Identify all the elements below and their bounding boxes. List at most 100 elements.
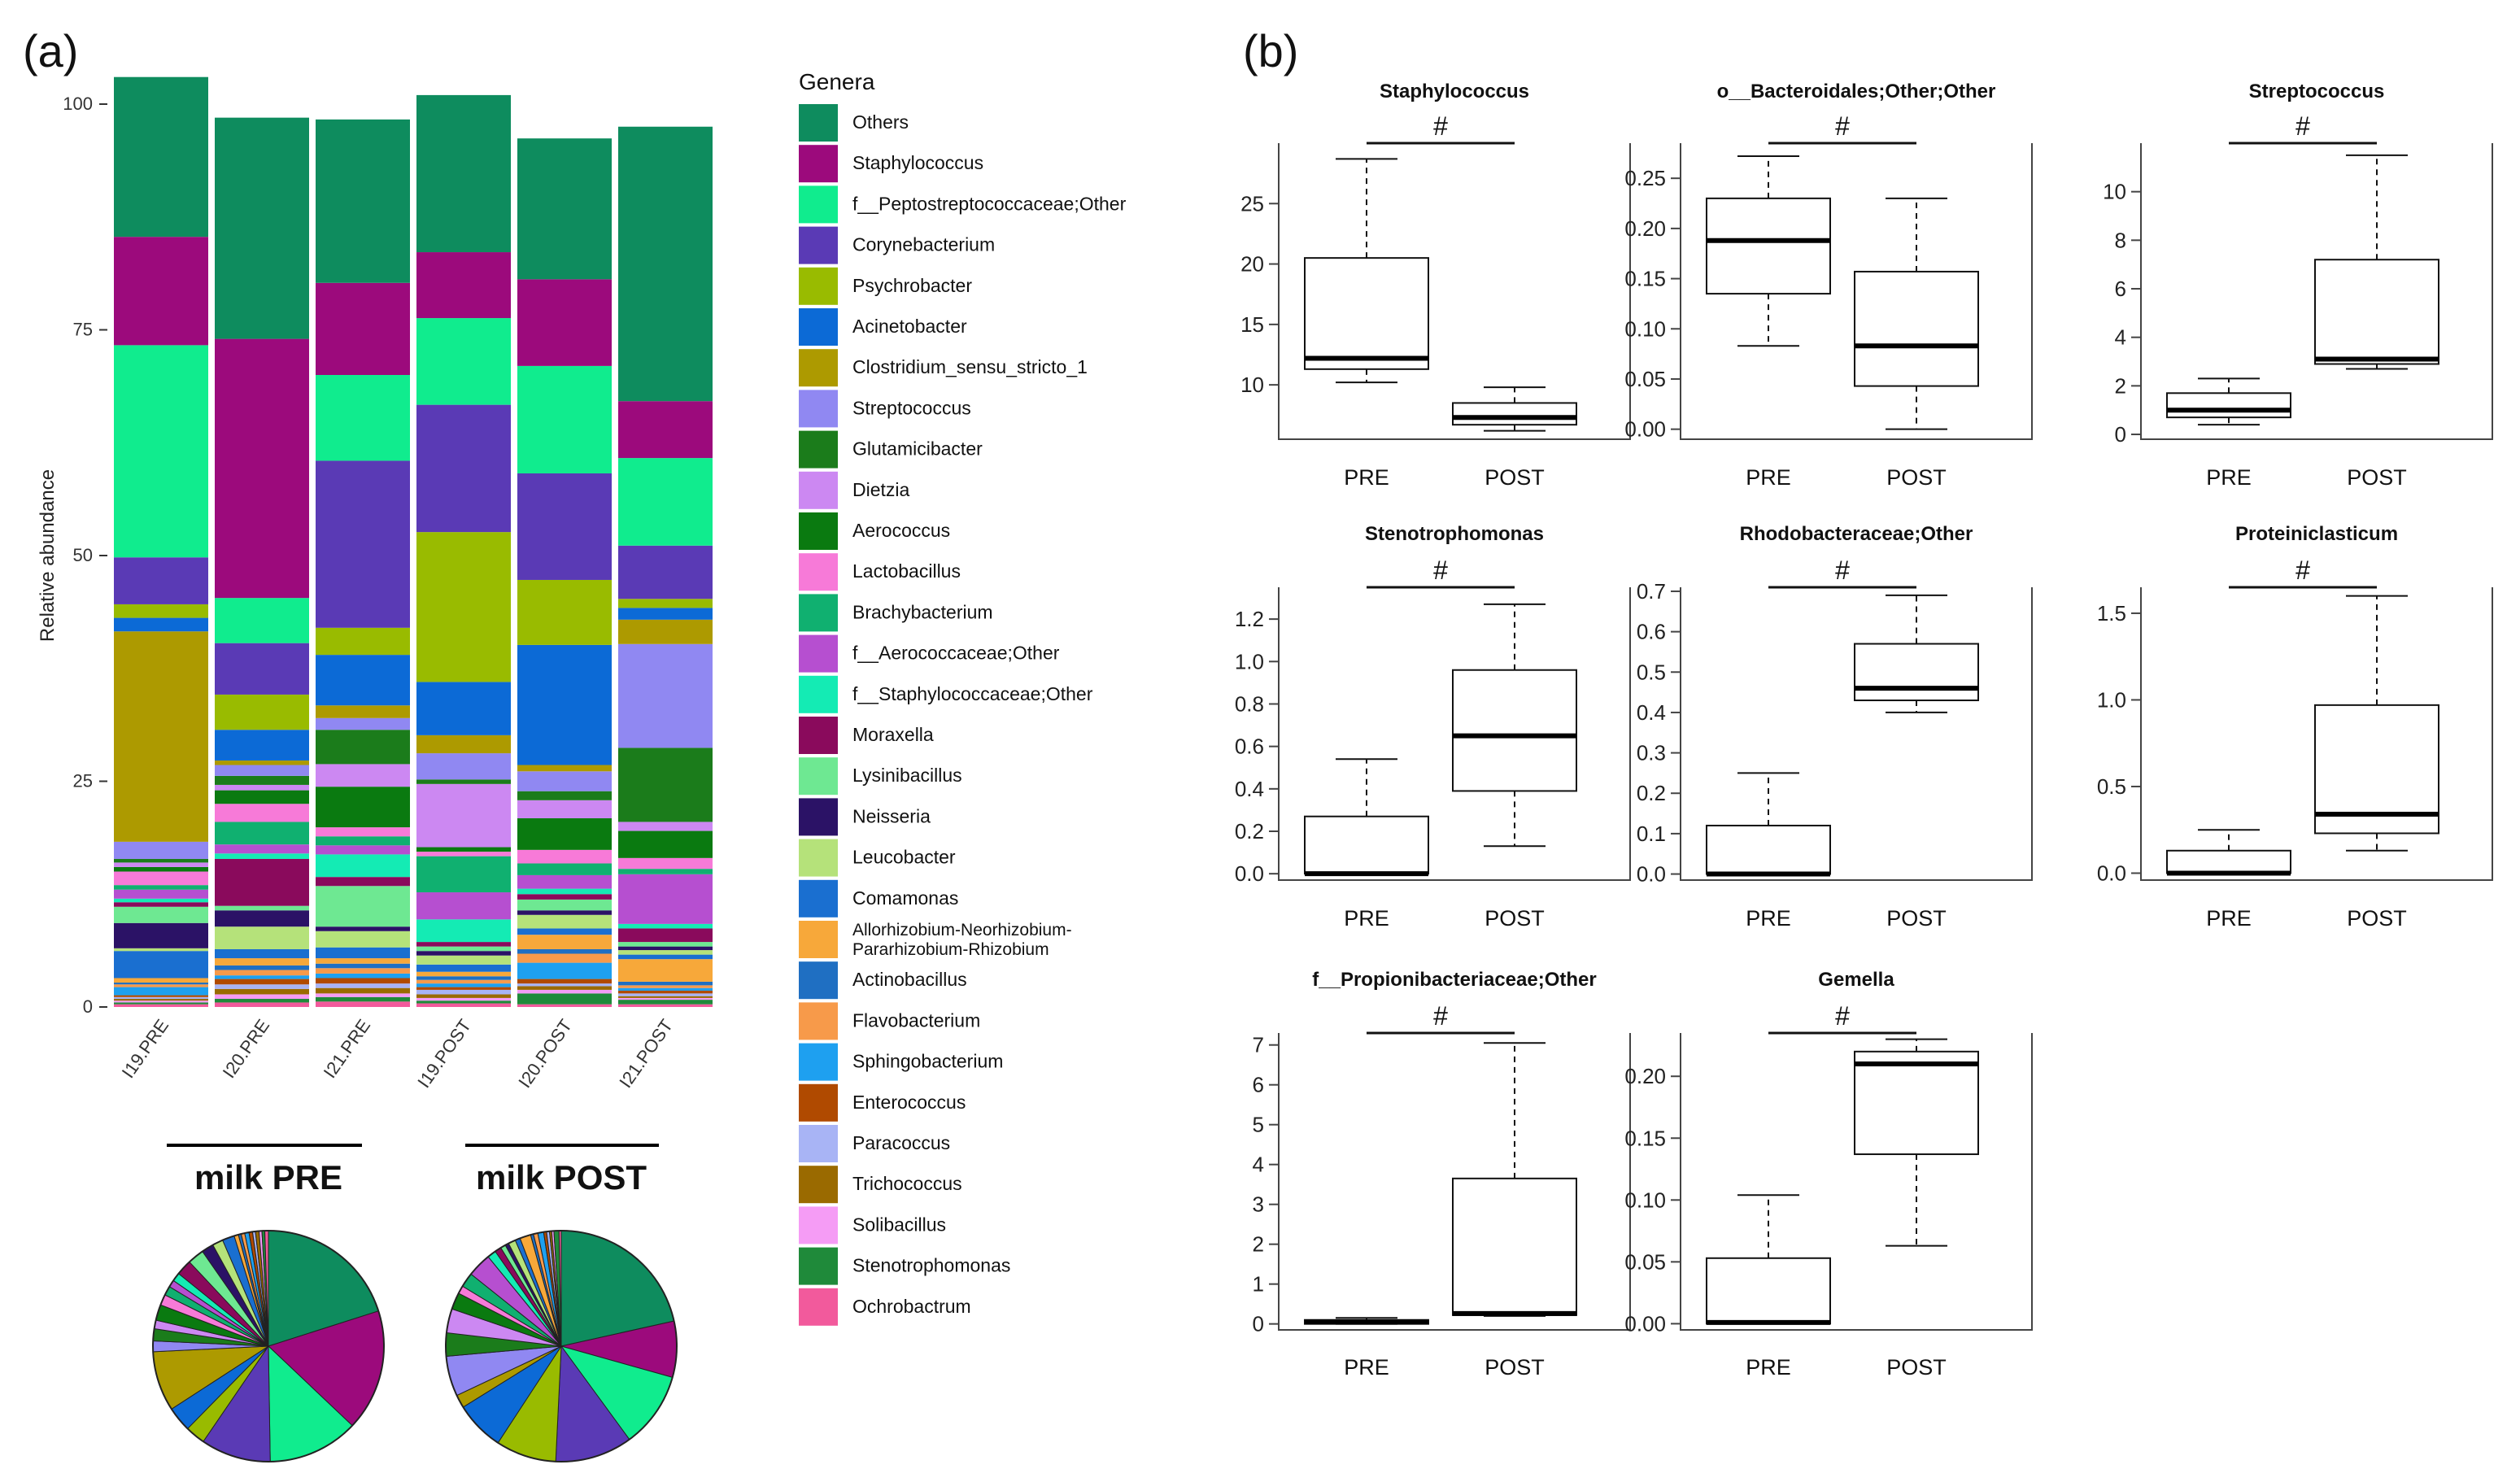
legend-swatch bbox=[799, 1206, 838, 1244]
bar-segment bbox=[316, 705, 410, 718]
boxplot-x-tick-label: PRE bbox=[2206, 465, 2252, 490]
boxplot-title: Staphylococcus bbox=[1380, 81, 1529, 102]
legend-label: Streptococcus bbox=[852, 397, 971, 418]
bar-segment bbox=[618, 401, 713, 459]
boxplot-x-tick-label: POST bbox=[1485, 1355, 1545, 1380]
group-labels: milk PRE milk POST bbox=[167, 1144, 659, 1196]
boxplot-x-tick-label: POST bbox=[1485, 906, 1545, 931]
bar-segment bbox=[618, 942, 713, 947]
bar-segment bbox=[215, 844, 309, 854]
boxplot-y-tick-label: 10 bbox=[1240, 373, 1264, 397]
bar-segment bbox=[114, 922, 208, 948]
bar-segment bbox=[316, 958, 410, 964]
bar-segment bbox=[416, 852, 511, 857]
bar-segment bbox=[517, 962, 612, 979]
bar-segment bbox=[416, 979, 511, 984]
boxplot-y-tick-label: 0.3 bbox=[1637, 741, 1666, 765]
bar-segment bbox=[517, 989, 612, 994]
bar-segment bbox=[114, 1002, 208, 1005]
group-label: milk POST bbox=[476, 1158, 647, 1196]
boxplot-title: Stenotrophomonas bbox=[1365, 523, 1544, 545]
boxplot-y-tick-label: 0.15 bbox=[1624, 1126, 1666, 1150]
bar-segment bbox=[215, 984, 309, 989]
bar-segment bbox=[517, 983, 612, 987]
box bbox=[1452, 669, 1577, 792]
bar-segment bbox=[618, 923, 713, 929]
bar-segment bbox=[114, 995, 208, 997]
bar-segment bbox=[215, 958, 309, 965]
legend-swatch bbox=[799, 717, 838, 754]
bar-segment bbox=[416, 779, 511, 784]
significance-label: # bbox=[1835, 556, 1850, 585]
legend-label: f__Staphylococcaceae;Other bbox=[852, 683, 1093, 704]
bar-segment bbox=[114, 862, 208, 867]
bar-segment bbox=[215, 979, 309, 985]
bar-segment bbox=[416, 404, 511, 533]
boxplot-title: Proteiniclasticum bbox=[2235, 523, 2398, 545]
bar-segment bbox=[316, 963, 410, 969]
bar-segment bbox=[114, 76, 208, 238]
legend-label: Flavobacterium bbox=[852, 1009, 980, 1031]
boxplot-panel: f__Propionibacteriaceae;Other #0 1 2 3 4 5 6 7 PR… bbox=[1253, 969, 1631, 1380]
bar-segment bbox=[215, 643, 309, 695]
bar-segment bbox=[618, 987, 713, 992]
bar-segment bbox=[316, 627, 410, 656]
bar-segment bbox=[517, 993, 612, 1005]
boxplot-y-tick-label: 20 bbox=[1240, 252, 1264, 277]
bar-segment bbox=[215, 970, 309, 976]
bar-segment bbox=[416, 994, 511, 998]
legend-label: Acinetobacter bbox=[852, 316, 967, 337]
bar-segment bbox=[416, 919, 511, 943]
boxplot-title: Gemella bbox=[1818, 969, 1894, 991]
bar-segment bbox=[114, 871, 208, 886]
legend-swatch bbox=[799, 226, 838, 264]
box bbox=[2166, 849, 2291, 874]
bar-segment bbox=[618, 950, 713, 955]
bar-x-tick-label: I20.PRE bbox=[219, 1016, 273, 1082]
bar-segment bbox=[316, 886, 410, 927]
bar-segment bbox=[517, 800, 612, 819]
panel-label-b: (b) bbox=[1243, 25, 1299, 76]
legend-label: Leucobacter bbox=[852, 847, 956, 868]
bar-segment bbox=[618, 1004, 713, 1007]
bar-segment bbox=[517, 953, 612, 963]
boxplot-y-tick-label: 6 bbox=[2115, 277, 2126, 301]
legend-label: Glutamicibacter bbox=[852, 438, 983, 460]
legend-swatch bbox=[799, 430, 838, 469]
bar-y-tick-label: 0 bbox=[83, 996, 93, 1017]
boxplot-y-tick-label: 0.2 bbox=[1637, 781, 1666, 805]
bar-segment bbox=[215, 765, 309, 776]
significance-label: # bbox=[1433, 111, 1448, 141]
box bbox=[1452, 402, 1577, 426]
bar-y-tick-label: 50 bbox=[73, 545, 93, 565]
bar-segment bbox=[416, 976, 511, 980]
boxplot-y-tick-label: 0.5 bbox=[1637, 660, 1666, 684]
bar-segment bbox=[316, 119, 410, 283]
bar-segment bbox=[618, 458, 713, 546]
legend-label: f__Aerococcaceae;Other bbox=[852, 643, 1060, 664]
legend-label: Stenotrophomonas bbox=[852, 1255, 1010, 1276]
boxplot-y-tick-label: 0.8 bbox=[1235, 691, 1264, 716]
bar-segment bbox=[517, 888, 612, 895]
bar-segment bbox=[114, 617, 208, 632]
pie-charts bbox=[152, 1230, 678, 1462]
bar-segment bbox=[618, 997, 713, 1000]
bar-segment bbox=[416, 989, 511, 995]
bar-segment bbox=[517, 771, 612, 791]
bar-segment bbox=[517, 986, 612, 990]
bar-segment bbox=[316, 1001, 410, 1007]
bar-segment bbox=[618, 748, 713, 822]
boxplot-x-tick-label: PRE bbox=[1344, 465, 1389, 490]
bar-segment bbox=[517, 279, 612, 366]
legend-swatch bbox=[799, 879, 838, 918]
boxplot-x-tick-label: POST bbox=[1485, 465, 1545, 490]
bar-segment bbox=[114, 1000, 208, 1003]
legend-label: Lysinibacillus bbox=[852, 765, 962, 786]
bar-segment bbox=[517, 910, 612, 915]
bar-segment bbox=[517, 765, 612, 772]
box bbox=[1706, 824, 1831, 875]
bar-y-axis-label: Relative abundance bbox=[37, 469, 59, 642]
bar-segment bbox=[517, 935, 612, 949]
boxplot-x-tick-label: POST bbox=[1886, 1355, 1947, 1380]
